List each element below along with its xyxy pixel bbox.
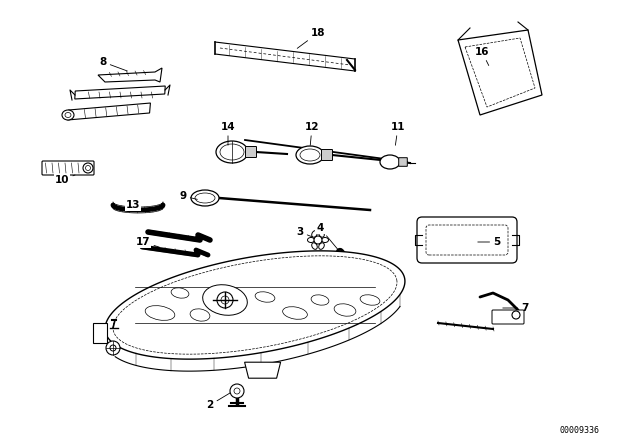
FancyBboxPatch shape	[321, 150, 333, 160]
Circle shape	[106, 341, 120, 355]
Ellipse shape	[334, 304, 356, 316]
Text: 1: 1	[172, 312, 208, 355]
Polygon shape	[98, 68, 162, 82]
FancyBboxPatch shape	[399, 158, 407, 166]
Text: 3: 3	[296, 227, 312, 237]
Ellipse shape	[296, 146, 324, 164]
Ellipse shape	[321, 237, 328, 242]
Ellipse shape	[190, 309, 210, 321]
Polygon shape	[105, 251, 405, 359]
Ellipse shape	[171, 288, 189, 298]
Circle shape	[230, 384, 244, 398]
Text: 7: 7	[503, 303, 529, 313]
FancyBboxPatch shape	[492, 310, 524, 324]
Text: 11: 11	[391, 122, 405, 145]
Polygon shape	[75, 86, 165, 99]
Ellipse shape	[83, 163, 93, 173]
Text: 8: 8	[99, 57, 127, 71]
Text: 6: 6	[113, 327, 124, 337]
Text: 2: 2	[206, 392, 232, 410]
Ellipse shape	[62, 110, 74, 120]
Ellipse shape	[283, 307, 307, 319]
Ellipse shape	[255, 292, 275, 302]
Text: 10: 10	[55, 175, 75, 185]
Ellipse shape	[203, 285, 247, 315]
FancyBboxPatch shape	[42, 161, 94, 175]
Ellipse shape	[312, 231, 317, 237]
Text: 18: 18	[297, 28, 325, 48]
Ellipse shape	[307, 237, 314, 242]
Ellipse shape	[380, 155, 400, 169]
Text: 13: 13	[125, 200, 150, 212]
Polygon shape	[244, 362, 280, 378]
Text: 12: 12	[305, 122, 319, 145]
Text: 5: 5	[478, 237, 500, 247]
Ellipse shape	[319, 231, 324, 237]
Text: 14: 14	[221, 122, 236, 145]
FancyBboxPatch shape	[246, 146, 257, 158]
Text: 00009336: 00009336	[560, 426, 600, 435]
Polygon shape	[458, 30, 542, 115]
Ellipse shape	[360, 295, 380, 305]
Text: 15: 15	[113, 345, 127, 355]
FancyBboxPatch shape	[417, 217, 517, 263]
Polygon shape	[68, 103, 150, 120]
Ellipse shape	[312, 243, 317, 250]
Ellipse shape	[311, 295, 329, 305]
Circle shape	[314, 236, 322, 244]
Ellipse shape	[145, 306, 175, 320]
Text: 9: 9	[179, 191, 197, 201]
Text: 17: 17	[136, 237, 159, 247]
Ellipse shape	[216, 141, 248, 163]
Text: 16: 16	[475, 47, 489, 65]
Polygon shape	[93, 323, 108, 344]
Ellipse shape	[191, 190, 219, 206]
Circle shape	[110, 345, 116, 351]
Text: 4: 4	[316, 223, 338, 250]
Ellipse shape	[319, 243, 324, 250]
Circle shape	[512, 311, 520, 319]
